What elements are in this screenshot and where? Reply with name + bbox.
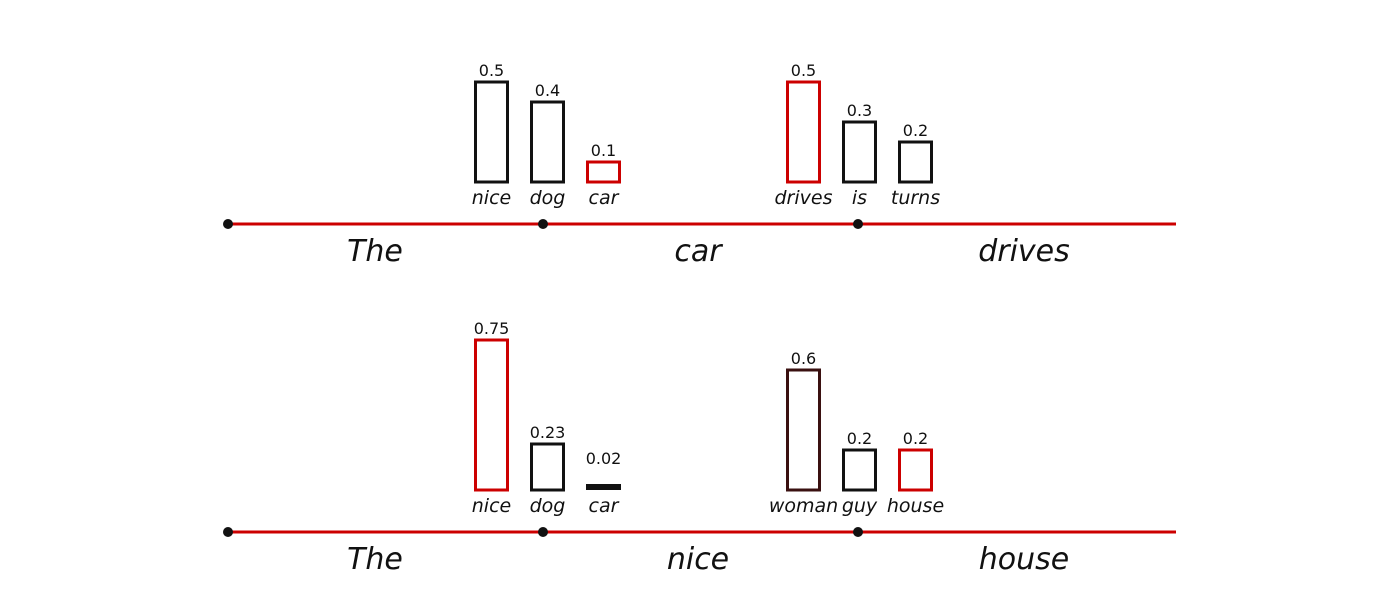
timeline-node [538, 219, 548, 229]
candidate-word-label: car [589, 187, 620, 209]
candidate-group: 0.75 nice 0.23 dog 0.02 car [472, 319, 622, 517]
candidate-group: 0.6 woman 0.2 guy 0.2 house [769, 349, 944, 517]
probability-bar [530, 100, 565, 184]
bar-value-label: 0.02 [586, 449, 622, 468]
candidate-word-label: guy [842, 495, 878, 517]
probability-bar [586, 160, 621, 184]
candidate-word-label: nice [472, 495, 511, 517]
probability-bar [898, 140, 933, 184]
probability-bar [530, 442, 565, 492]
bar-value-label: 0.23 [530, 423, 566, 442]
probability-bar [842, 448, 877, 492]
probability-bar [786, 80, 821, 184]
timeline-node [853, 527, 863, 537]
candidate-word-label: dog [530, 187, 566, 209]
probability-bar [898, 448, 933, 492]
bar-value-label: 0.2 [903, 429, 928, 448]
bar-value-label: 0.4 [535, 81, 560, 100]
timeline-node [223, 219, 233, 229]
sentence-word: The [347, 542, 403, 577]
probability-bar [474, 338, 509, 492]
probability-bar [474, 80, 509, 184]
timeline-node [223, 527, 233, 537]
sentence-word: nice [667, 542, 729, 577]
sentence-word: The [347, 234, 403, 269]
candidate-group: 0.5 drives 0.3 is 0.2 turns [775, 61, 941, 209]
probability-bar [586, 484, 621, 490]
bar-value-label: 0.5 [791, 61, 816, 80]
candidate-word-label: house [887, 495, 944, 517]
sentence-row: The nice house 0.75 nice 0.23 dog 0.02 car 0.6 wom… [223, 319, 1176, 577]
candidate-word-label: nice [472, 187, 511, 209]
bar-value-label: 0.75 [474, 319, 510, 338]
bar-value-label: 0.1 [591, 141, 616, 160]
candidate-word-label: dog [530, 495, 566, 517]
candidate-word-label: car [589, 495, 620, 517]
sentence-word: drives [978, 234, 1070, 269]
probability-bar [786, 368, 821, 492]
probability-bar [842, 120, 877, 184]
sentence-row: The car drives 0.5 nice 0.4 dog 0.1 car 0.5 drives… [223, 61, 1176, 269]
candidate-word-label: is [852, 187, 867, 209]
timeline-node [538, 527, 548, 537]
bar-value-label: 0.3 [847, 101, 872, 120]
candidate-word-label: drives [775, 187, 833, 209]
bar-value-label: 0.6 [791, 349, 816, 368]
candidate-word-label: woman [769, 495, 838, 517]
bar-value-label: 0.2 [903, 121, 928, 140]
timeline-node [853, 219, 863, 229]
bar-value-label: 0.5 [479, 61, 504, 80]
bar-value-label: 0.2 [847, 429, 872, 448]
sentence-word: house [979, 542, 1069, 577]
diagram-rows: The car drives 0.5 nice 0.4 dog 0.1 car 0.5 drives… [223, 61, 1176, 577]
candidate-group: 0.5 nice 0.4 dog 0.1 car [472, 61, 621, 209]
sentence-word: car [674, 234, 723, 269]
candidate-word-label: turns [891, 187, 940, 209]
